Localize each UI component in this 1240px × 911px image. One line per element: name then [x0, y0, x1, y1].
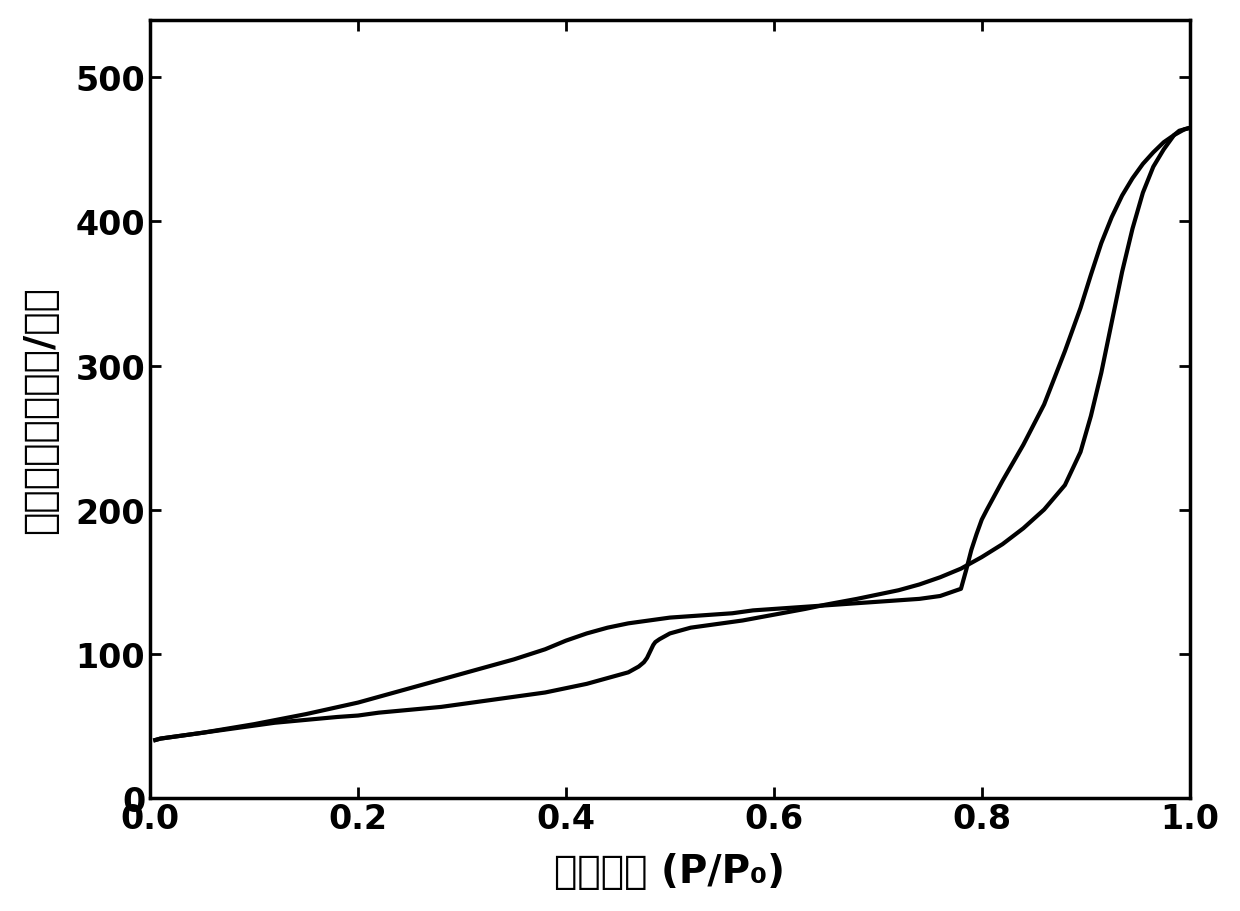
X-axis label: 相对压力 (P/P₀): 相对压力 (P/P₀)	[554, 852, 785, 890]
Y-axis label: 吸附量（立方厘米/克）: 吸附量（立方厘米/克）	[21, 285, 58, 533]
